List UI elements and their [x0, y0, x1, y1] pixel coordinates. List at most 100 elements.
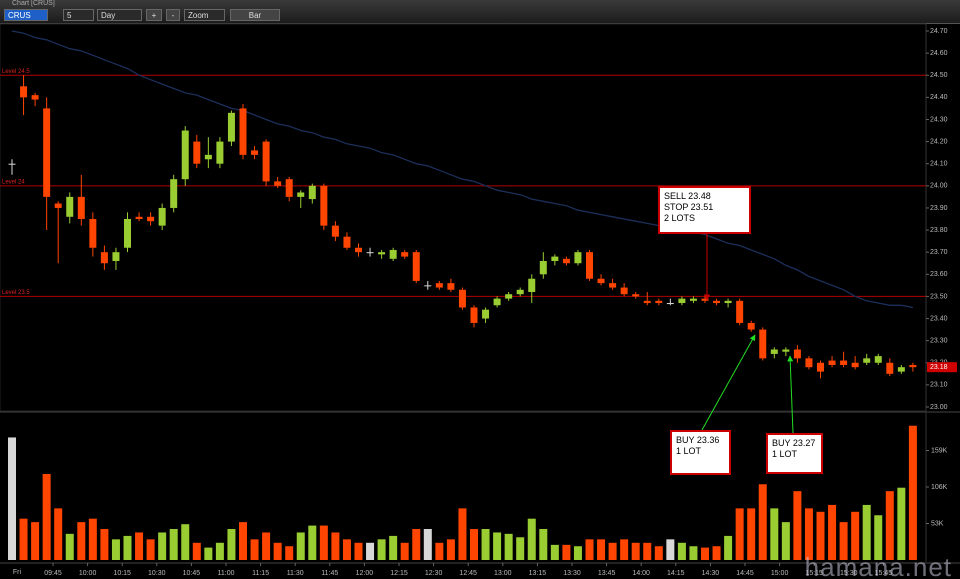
volume-bar — [331, 532, 340, 560]
candle-body — [551, 256, 559, 262]
x-tick-label: 12:30 — [425, 570, 443, 577]
volume-bar — [158, 532, 167, 560]
y-tick-label: 24.20 — [930, 138, 948, 145]
volume-bar — [597, 539, 606, 560]
volume-bar — [816, 511, 825, 560]
volume-bar — [273, 542, 282, 560]
annotation-line: BUY 23.36 — [676, 435, 720, 445]
volume-bar — [227, 529, 236, 560]
candle-body — [239, 108, 247, 155]
y2-tick-label: 159K — [931, 447, 948, 454]
volume-bar — [573, 546, 582, 560]
volume-bar — [874, 515, 883, 560]
x-tick-label: 14:15 — [667, 570, 685, 577]
y-tick-label: 23.00 — [930, 404, 948, 411]
volume-bar — [793, 491, 802, 560]
candle-body — [158, 207, 166, 226]
y-tick-label: 24.60 — [930, 50, 948, 57]
volume-bar — [562, 544, 571, 560]
volume-bar — [758, 484, 767, 560]
x-tick-label: 12:00 — [356, 570, 374, 577]
volume-bar — [539, 529, 548, 560]
y-tick-label: 24.70 — [930, 28, 948, 35]
candle-body — [782, 349, 790, 352]
volume-bar — [747, 508, 756, 560]
candle-body — [100, 252, 108, 264]
x-tick-label: 10:15 — [113, 570, 131, 577]
x-tick-label: 10:30 — [148, 570, 166, 577]
candle-body — [216, 141, 224, 164]
candle-body — [193, 141, 201, 164]
zoom-in-button[interactable]: + — [146, 9, 162, 21]
candle-body — [840, 360, 848, 365]
volume-bar — [654, 546, 663, 560]
candle-body — [643, 300, 651, 304]
candle-body — [297, 192, 305, 197]
x-tick-label: 15:30 — [840, 570, 858, 577]
candle-body — [793, 349, 801, 359]
x-tick-label: 09:45 — [44, 570, 62, 577]
candle-body — [874, 356, 882, 363]
y-tick-label: 24.50 — [930, 72, 948, 79]
volume-bar — [100, 529, 109, 560]
y-tick-label: 23.90 — [930, 205, 948, 212]
volume-bar — [412, 529, 421, 560]
volume-bar — [724, 535, 733, 560]
x-tick-label: 12:45 — [459, 570, 477, 577]
candle-body — [666, 303, 674, 305]
y2-tick-label: 106K — [931, 484, 948, 491]
volume-bar — [897, 487, 906, 560]
volume-bar — [377, 539, 386, 560]
trade-annotation: SELL 23.48 STOP 23.51 2 LOTS — [658, 186, 751, 234]
volume-bar — [215, 542, 224, 560]
annotation-arrow — [701, 334, 756, 431]
candle-body — [274, 181, 282, 186]
zoom-select[interactable]: Zoom — [184, 9, 225, 21]
x-tick-label: 13:30 — [563, 570, 581, 577]
moving-average — [11, 30, 914, 309]
volume-bar — [192, 542, 201, 560]
volume-bar — [19, 518, 28, 560]
annotation-line: 1 LOT — [772, 449, 798, 459]
y-tick-label: 23.40 — [930, 315, 948, 322]
candle-body — [355, 247, 362, 253]
volume-bar — [470, 529, 478, 560]
toolbar: Chart [CRUS] CRUS 5 minutes Day + - Zoom… — [0, 0, 960, 32]
annotation-line: STOP 23.51 — [664, 202, 714, 212]
candle-body — [562, 258, 570, 264]
window-title: Chart [CRUS] — [12, 0, 55, 7]
candle-body — [112, 252, 120, 262]
volume-bar — [666, 539, 675, 560]
volume-bar — [804, 508, 813, 560]
x-tick-label: 10:45 — [183, 570, 201, 577]
y-tick-label: 23.50 — [930, 293, 948, 300]
candle-body — [20, 86, 28, 98]
candle-body — [135, 216, 143, 219]
candle-body — [493, 298, 501, 306]
candle-body — [620, 287, 628, 295]
last-price-tag — [927, 362, 957, 373]
candle-body — [689, 298, 697, 301]
volume-bar — [308, 525, 317, 560]
symbol-input[interactable]: CRUS — [4, 9, 48, 21]
x-tick-label: 13:00 — [494, 570, 512, 577]
candle-body — [8, 163, 16, 165]
candle-body — [586, 252, 593, 279]
x-tick-label: 11:00 — [218, 570, 235, 577]
volume-bar — [770, 508, 779, 560]
candle-body — [574, 252, 582, 264]
candle-body — [458, 289, 466, 308]
candle-body — [170, 179, 178, 208]
annotation-line: BUY 23.27 — [772, 438, 816, 448]
volume-bar — [31, 522, 40, 560]
zoom-out-button[interactable]: - — [166, 9, 180, 21]
y-tick-label: 24.30 — [930, 116, 948, 123]
candle-body — [412, 252, 420, 281]
y-tick-label: 24.40 — [930, 94, 948, 101]
candle-body — [401, 252, 409, 257]
range-select[interactable]: Day — [97, 9, 142, 21]
volume-bar — [65, 533, 74, 560]
style-button[interactable]: Bar — [230, 9, 280, 21]
volume-bar — [701, 547, 709, 560]
